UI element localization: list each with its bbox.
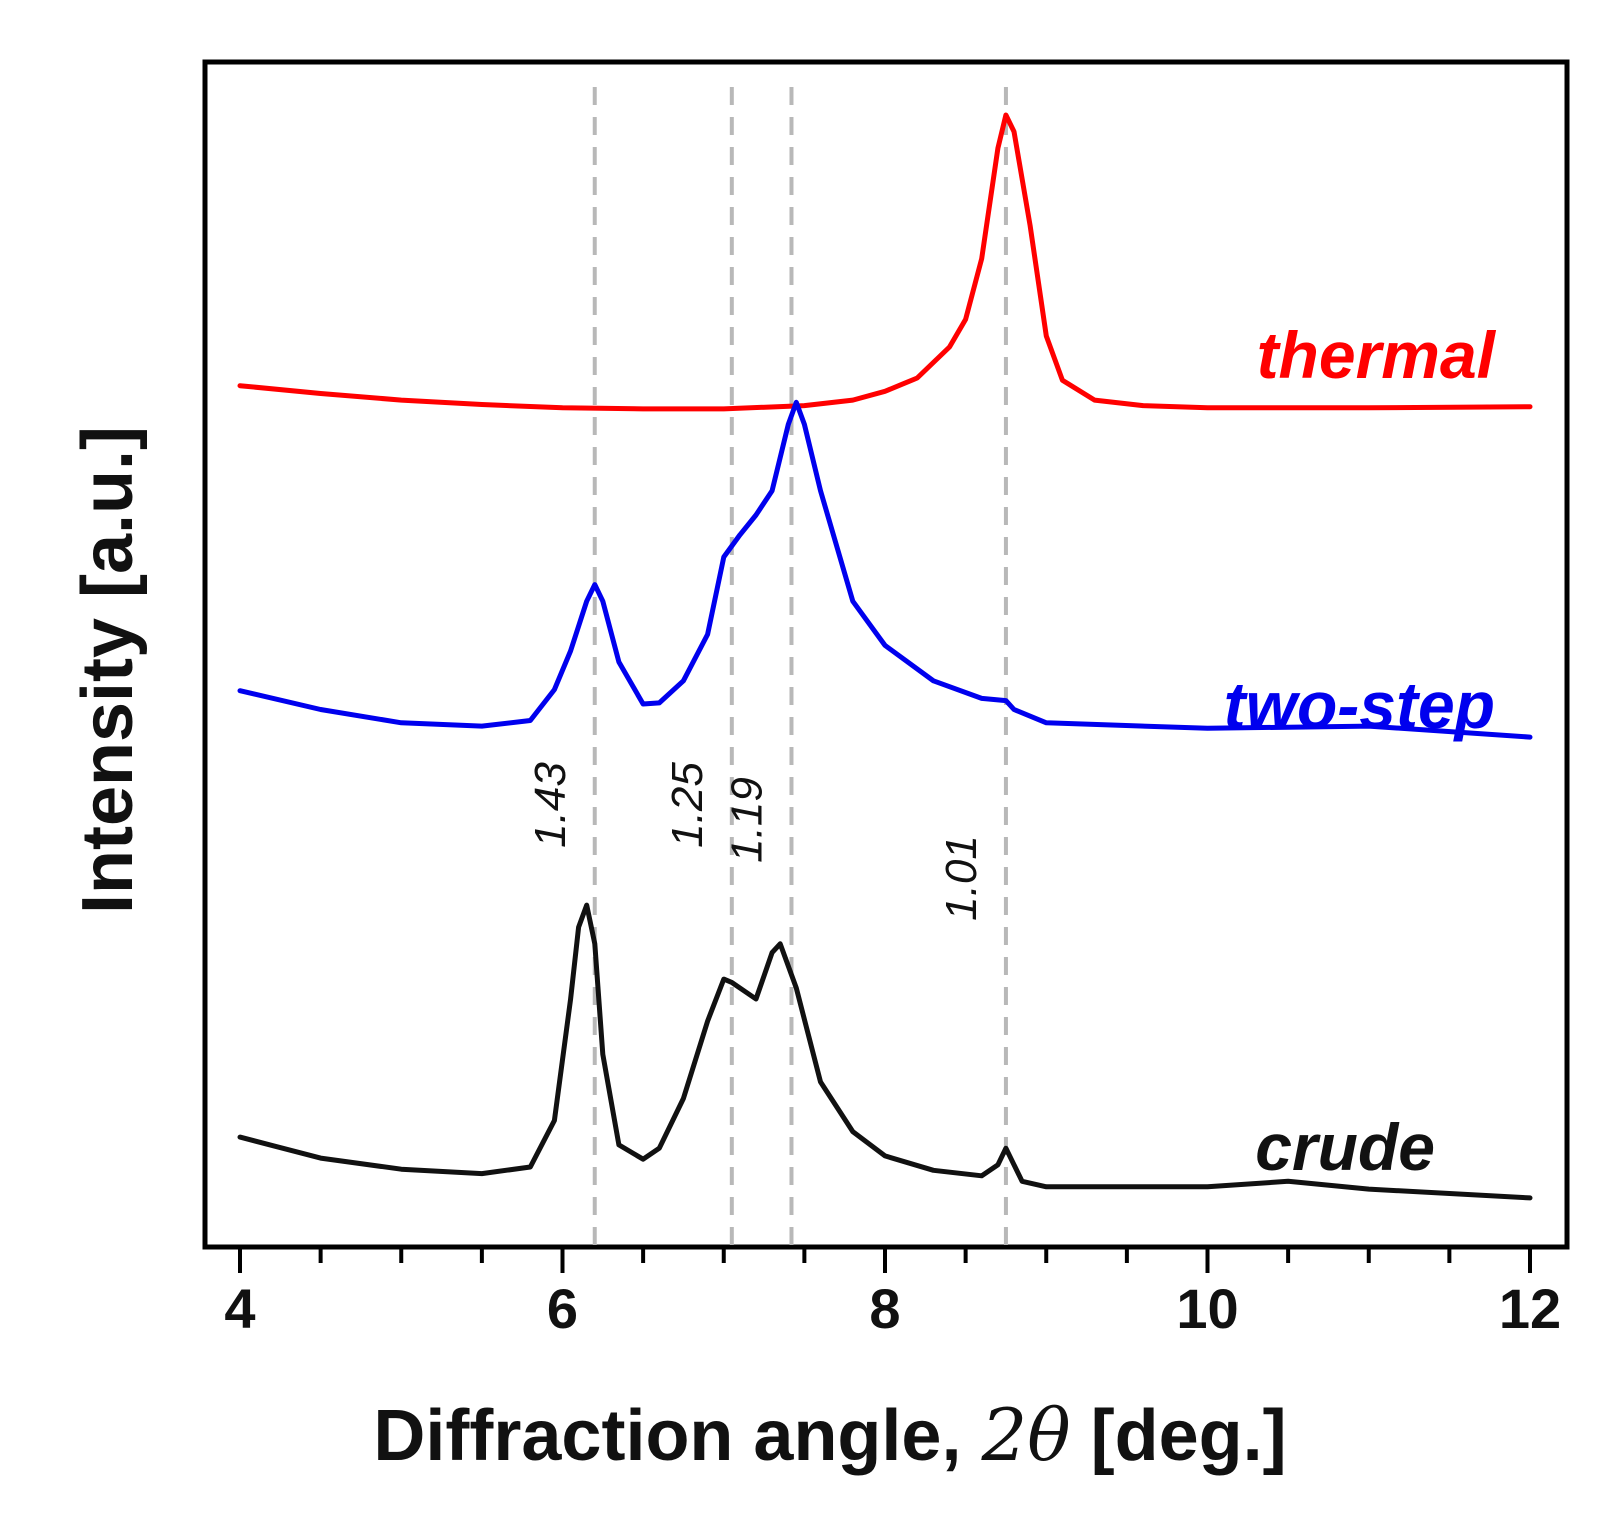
series-label-crude: crude bbox=[1255, 1110, 1435, 1184]
y-axis-title: Intensity [a.u.] bbox=[68, 426, 148, 914]
x-ticks: 4 6 8 10 12 bbox=[224, 1247, 1561, 1340]
series-label-thermal: thermal bbox=[1257, 318, 1497, 392]
series-line-two-step bbox=[237, 399, 1533, 740]
x-tick-label-3: 10 bbox=[1176, 1277, 1238, 1340]
reference-lines bbox=[592, 87, 1008, 1245]
x-tick-label-0: 4 bbox=[224, 1277, 255, 1340]
series-line-crude bbox=[237, 902, 1533, 1201]
x-tick-label-2: 8 bbox=[869, 1277, 900, 1340]
reference-label-1: 1.25 bbox=[663, 762, 712, 848]
x-tick-label-4: 12 bbox=[1499, 1277, 1561, 1340]
series-group bbox=[237, 112, 1533, 1201]
plot-frame bbox=[202, 59, 1570, 1250]
x-tick-label-1: 6 bbox=[547, 1277, 578, 1340]
series-line-thermal bbox=[237, 112, 1533, 412]
reference-labels: 1.43 1.25 1.19 1.01 bbox=[526, 762, 986, 921]
reference-label-2: 1.19 bbox=[722, 777, 771, 863]
x-axis-title: Diffraction angle, 2θ [deg.] bbox=[373, 1393, 1286, 1477]
series-label-two-step: two-step bbox=[1224, 668, 1495, 742]
reference-label-3: 1.01 bbox=[937, 835, 986, 921]
reference-label-0: 1.43 bbox=[526, 762, 575, 848]
